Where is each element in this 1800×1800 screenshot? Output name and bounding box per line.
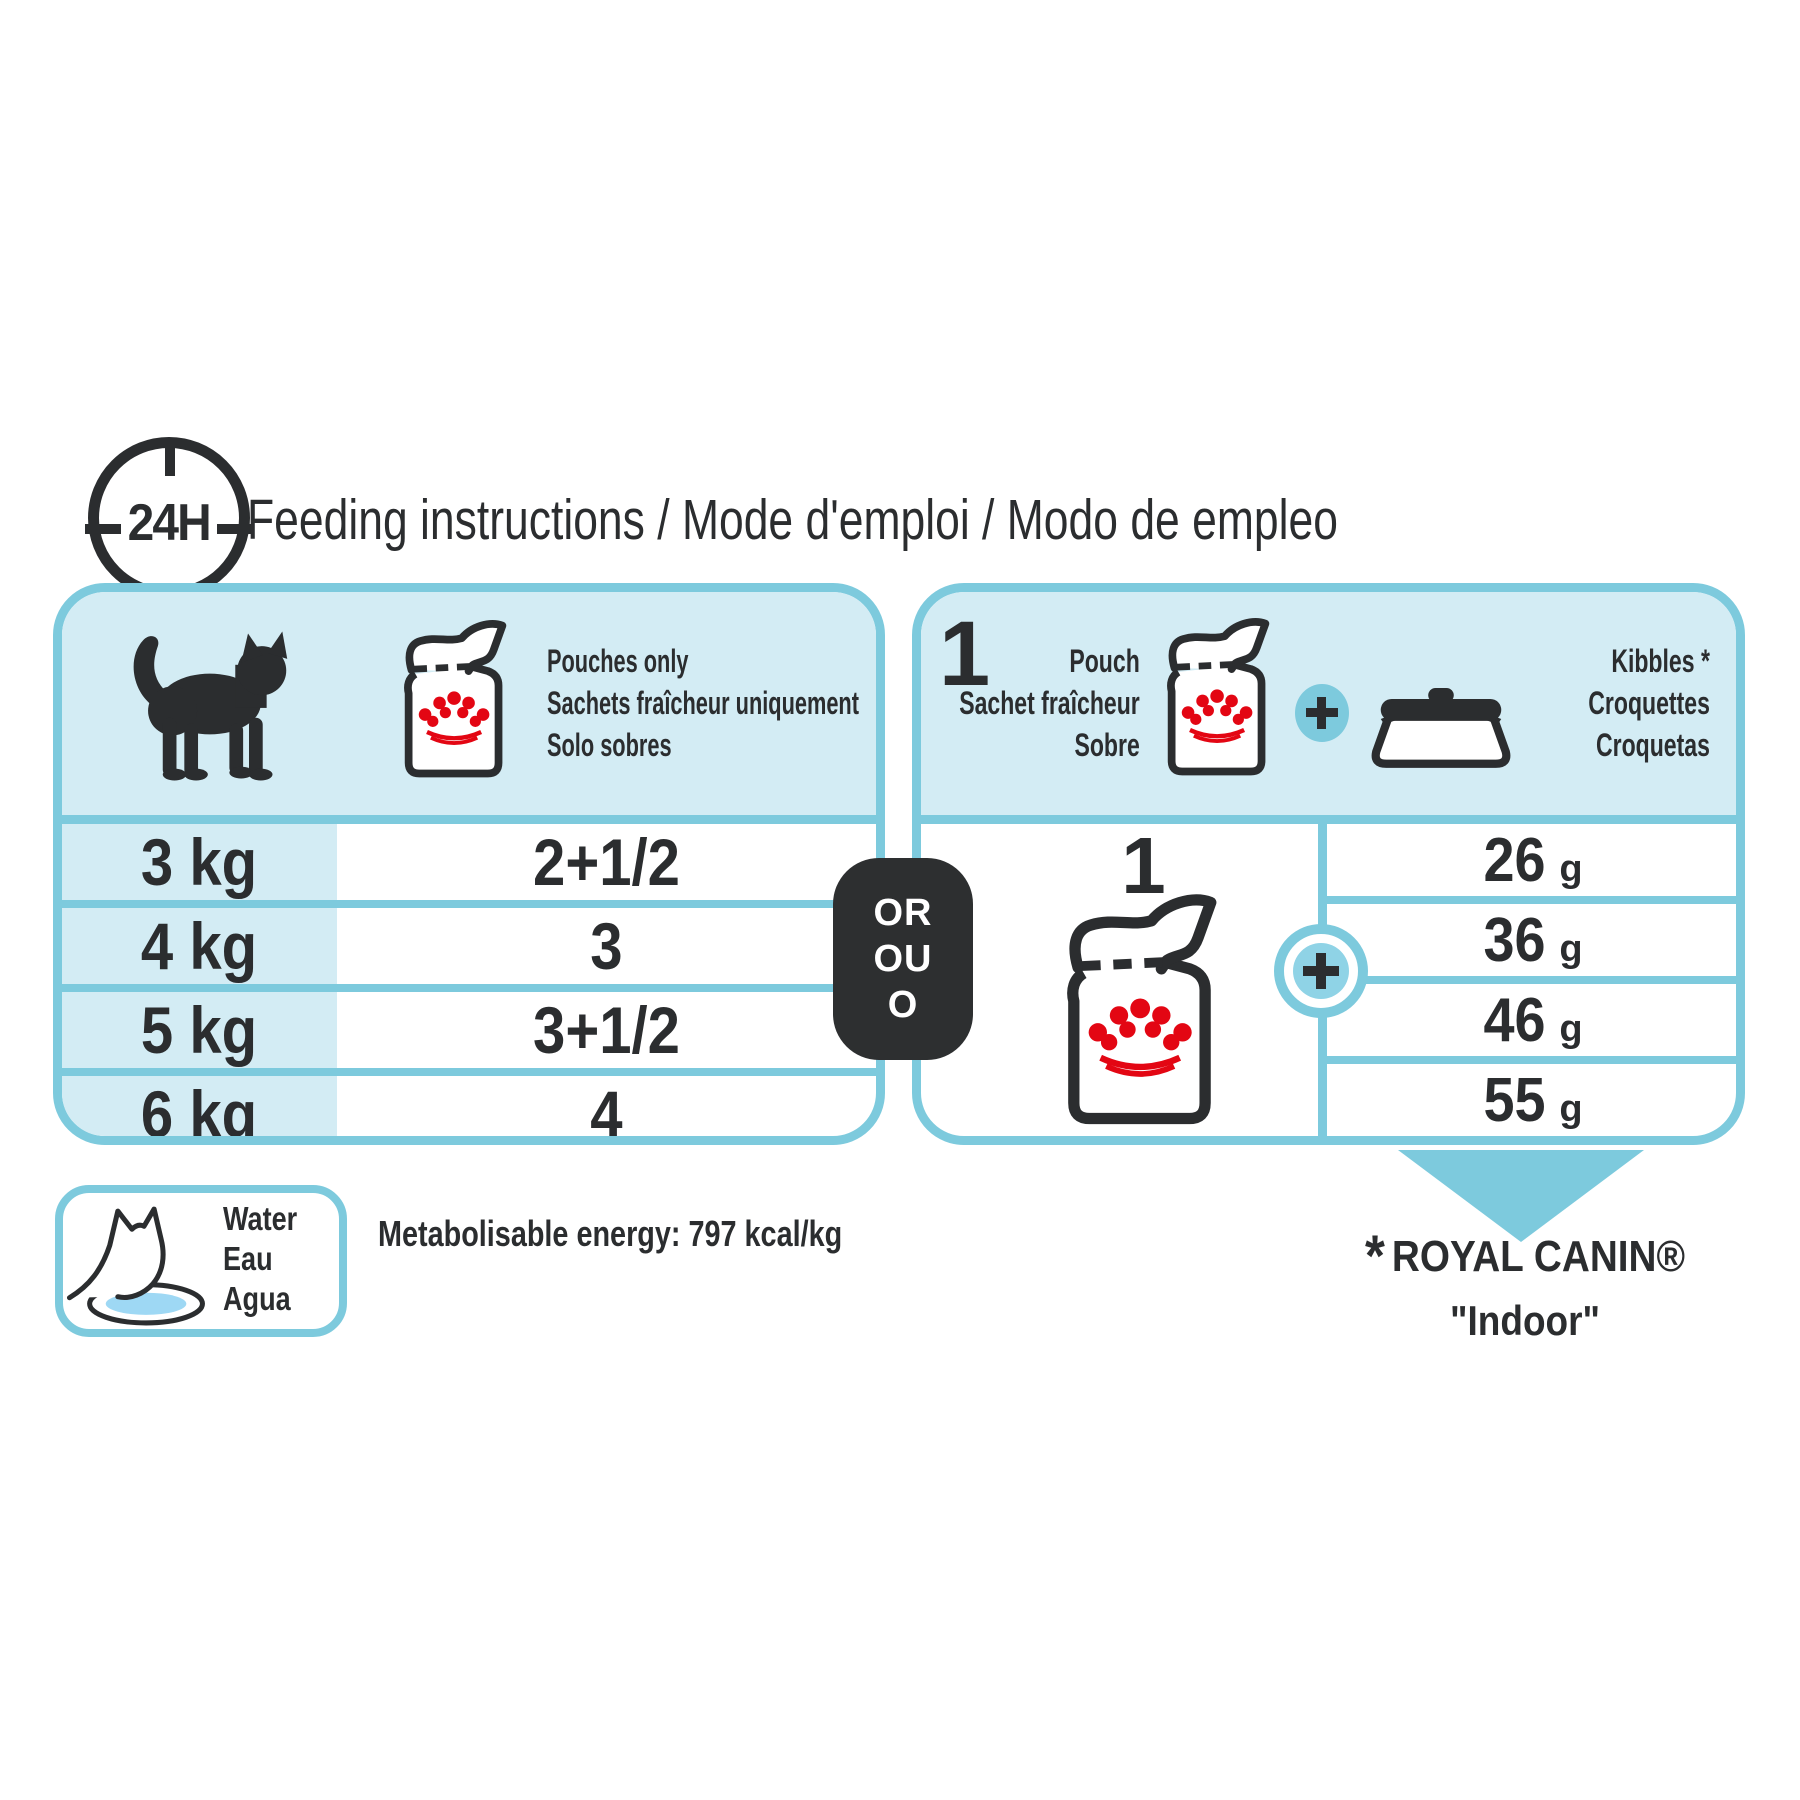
right-panel-table: 1 26 g [921, 824, 1736, 1136]
weight-value: 6 kg [141, 1077, 258, 1145]
table-row: 6 kg 4 [62, 1076, 876, 1145]
weight-cell: 3 kg [62, 824, 337, 900]
clock-tick-top [165, 446, 175, 476]
row-divider [62, 984, 876, 992]
pouch-count-cell: 3+1/2 [337, 992, 876, 1068]
pouches-only-line-fr: Sachets fraîcheur uniquement [547, 685, 859, 721]
pouch-count-value: 3 [590, 909, 623, 983]
pouch-label: Pouch Sachet fraîcheur Sobre [959, 640, 1140, 766]
metabolisable-energy-text: Metabolisable energy: 797 kcal/kg [378, 1213, 843, 1254]
left-panel-table: 3 kg 2+1/2 4 kg 3 5 kg 3+1/2 6 kg 4 [62, 824, 876, 1136]
grams-unit: g [1559, 1087, 1583, 1130]
water-line-fr: Eau [223, 1240, 273, 1277]
grams-value: 26 [1483, 825, 1546, 895]
pouch-line-fr: Sachet fraîcheur [959, 685, 1140, 721]
pouch-count-number-large: 1 [1121, 821, 1166, 910]
table-row: 36 g [1327, 904, 1736, 976]
asterisk: * [1364, 1224, 1385, 1289]
water-label: Water Eau Agua [223, 1199, 297, 1319]
or-label-es: O [887, 984, 919, 1026]
row-divider [1327, 1056, 1736, 1064]
weight-value: 5 kg [141, 993, 258, 1067]
table-row: 46 g [1327, 984, 1736, 1056]
or-badge: OR OU O [833, 858, 973, 1060]
right-panel-header: 1 Pouch Sachet fraîcheur Sobre [921, 592, 1736, 824]
pouches-only-label: Pouches only Sachets fraîcheur uniquemen… [547, 640, 859, 766]
plus-icon-inner [1293, 943, 1349, 999]
grams-cell: 46 g [1327, 985, 1736, 1056]
weight-cell: 5 kg [62, 992, 337, 1068]
grams-value: 46 [1483, 985, 1546, 1055]
grams-unit: g [1559, 847, 1583, 890]
pouch-count-value: 4 [590, 1077, 623, 1145]
food-pouch-icon-large [1067, 894, 1217, 1125]
left-panel-header: Pouches only Sachets fraîcheur uniquemen… [62, 592, 876, 824]
clock-tick-right [217, 524, 253, 534]
plus-icon [1295, 684, 1349, 742]
down-arrow-icon [1398, 1150, 1644, 1242]
grams-cell: 36 g [1327, 905, 1736, 976]
weight-value: 3 kg [141, 825, 258, 899]
table-row: 4 kg 3 [62, 908, 876, 984]
weight-value: 4 kg [141, 909, 258, 983]
footnote-product-line: "Indoor" [1449, 1297, 1601, 1344]
row-divider [62, 900, 876, 908]
pouch-count-cell: 3 [337, 908, 876, 984]
pouches-only-line-es: Solo sobres [547, 727, 672, 763]
food-pouch-icon [1167, 618, 1270, 776]
table-row: 3 kg 2+1/2 [62, 824, 876, 900]
water-box: Water Eau Agua [55, 1185, 347, 1337]
pouch-count-value: 3+1/2 [533, 993, 680, 1067]
table-row: 5 kg 3+1/2 [62, 992, 876, 1068]
water-line-en: Water [223, 1200, 298, 1237]
kibbles-line-en: Kibbles * [1611, 643, 1710, 679]
grams-value: 55 [1483, 1065, 1546, 1135]
24h-clock-icon: 24H [85, 437, 253, 599]
pouch-plus-kibble-panel: 1 Pouch Sachet fraîcheur Sobre [912, 583, 1745, 1145]
grams-rows: 26 g 36 g 46 g [1327, 824, 1736, 1136]
grams-unit: g [1559, 927, 1583, 970]
plus-bar-v [1316, 953, 1326, 989]
or-label-en: OR [873, 892, 933, 934]
grams-value: 36 [1483, 905, 1546, 975]
pouch-line-es: Sobre [1074, 727, 1140, 763]
kibble-bowl-icon [1371, 688, 1511, 768]
grams-unit: g [1559, 1007, 1583, 1050]
table-row: 26 g [1327, 824, 1736, 896]
table-row: 55 g [1327, 1064, 1736, 1136]
pouch-count-value: 2+1/2 [533, 825, 680, 899]
row-divider [1327, 896, 1736, 904]
cat-drinking-icon [66, 1206, 205, 1326]
grams-cell: 26 g [1327, 825, 1736, 896]
water-line-es: Agua [223, 1280, 291, 1317]
food-pouch-icon [404, 620, 507, 778]
pouches-only-panel: Pouches only Sachets fraîcheur uniquemen… [53, 583, 885, 1145]
pouch-count-cell: 2+1/2 [337, 824, 876, 900]
page-title: Feeding instructions / Mode d'emploi / M… [247, 488, 1338, 552]
plus-bar-v [1317, 697, 1326, 729]
pouch-line-en: Pouch [1069, 643, 1140, 679]
weight-cell: 4 kg [62, 908, 337, 984]
kibbles-label: Kibbles * Croquettes Croquetas [1588, 640, 1710, 766]
weight-cell: 6 kg [62, 1076, 337, 1145]
pouches-only-line-en: Pouches only [547, 643, 689, 679]
clock-tick-left [85, 524, 121, 534]
pouch-count-cell: 4 [337, 1076, 876, 1145]
or-label-fr: OU [873, 938, 933, 980]
clock-label: 24H [127, 494, 212, 552]
pouch-count-number: 1 [939, 603, 991, 705]
kibbles-line-fr: Croquettes [1588, 685, 1710, 721]
grams-cell: 55 g [1327, 1065, 1736, 1136]
cat-silhouette-icon [133, 631, 288, 781]
row-divider [62, 1068, 876, 1076]
plus-icon-large [1274, 924, 1368, 1018]
kibbles-line-es: Croquetas [1596, 727, 1710, 763]
row-divider [1327, 976, 1736, 984]
